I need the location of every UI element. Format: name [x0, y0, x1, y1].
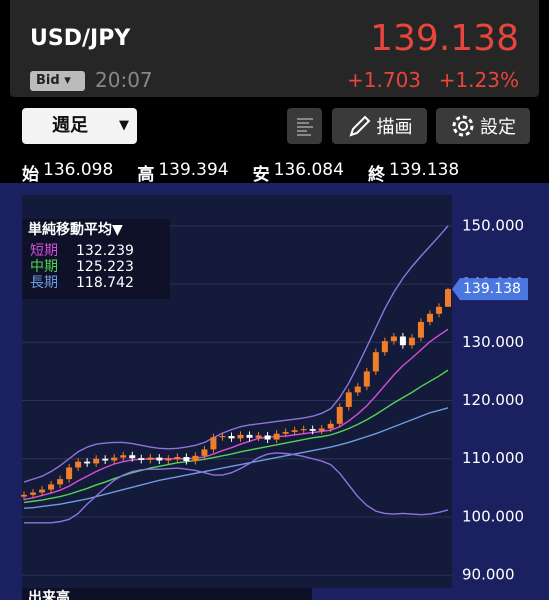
candle-body	[264, 435, 271, 440]
candle-body	[435, 306, 442, 314]
candle-body	[219, 436, 226, 438]
candle-body	[30, 492, 37, 495]
price: 139.138	[370, 18, 519, 59]
y-tick-label: 130.000	[462, 333, 524, 351]
candle-body	[246, 434, 253, 438]
icon	[296, 118, 313, 136]
legend-name: 中期	[30, 259, 58, 275]
change-percent: +1.23%	[438, 68, 519, 92]
candle-body	[390, 336, 397, 342]
pair: USD/JPY	[30, 26, 131, 51]
candle-body	[66, 467, 73, 480]
candle-body	[381, 341, 388, 353]
candle-body	[237, 434, 244, 439]
ohlc-label: 終	[367, 165, 385, 185]
indicator-line	[24, 452, 449, 524]
legend-value: 125.223	[76, 259, 134, 275]
indicator-line	[23, 369, 449, 504]
period-select[interactable]: 週足 ▼	[22, 108, 137, 144]
candle-body	[48, 484, 55, 490]
legend-name: 長期	[30, 275, 58, 291]
candle-body	[445, 289, 451, 307]
candle-body	[327, 423, 334, 429]
ohlc-label: 安	[252, 165, 270, 185]
candle-body	[300, 429, 307, 431]
candle-body	[426, 313, 433, 322]
y-tick-label: 150.000	[462, 216, 524, 234]
ohlc-row: 始 136.098 高 139.394 安 136.084 終 139.138	[22, 160, 483, 185]
period: 週足	[52, 115, 88, 136]
candle-body	[183, 457, 190, 462]
candle-body	[291, 430, 298, 432]
indicator-button[interactable]	[287, 108, 322, 144]
candle-body	[192, 455, 199, 462]
candle-body	[282, 431, 289, 434]
chart: 出来高 150.000140.000130.000120.000110.0001…	[0, 183, 549, 600]
candle-body	[408, 337, 415, 346]
change: +1.703	[347, 68, 422, 92]
candle-body	[399, 336, 406, 346]
candle-body	[84, 461, 91, 464]
candle-body	[363, 371, 370, 387]
candle-body	[372, 352, 379, 372]
candle-body	[75, 461, 82, 468]
candle-body	[57, 479, 64, 485]
settings-label: 設定	[480, 117, 516, 138]
draw-button[interactable]: 描画	[332, 108, 427, 144]
candle-body	[210, 437, 217, 450]
candle-body	[201, 449, 208, 456]
candle-body	[345, 392, 352, 407]
candle-body	[318, 428, 325, 431]
quote-card	[10, 0, 539, 97]
legend-name: 短期	[30, 243, 58, 259]
candle-body	[120, 455, 127, 458]
indicator-line	[23, 328, 449, 501]
volume-label: 出来高	[28, 589, 70, 600]
price-tag-label: 139.138	[463, 281, 521, 297]
candle-body	[111, 457, 118, 461]
ohlc-label: 高	[137, 165, 155, 185]
draw-label: 描画	[376, 117, 413, 138]
candle-body	[39, 489, 46, 493]
candle-body	[147, 457, 154, 460]
legend-value: 118.742	[76, 275, 134, 291]
ohlc-value: 139.394	[158, 160, 229, 180]
candle-body	[336, 406, 343, 424]
y-tick-label: 110.000	[462, 449, 524, 467]
ohlc-label: 始	[22, 165, 39, 185]
volume-header	[22, 588, 312, 600]
candle-body	[417, 321, 424, 338]
candle-body	[228, 436, 235, 439]
y-tick-label: 100.000	[462, 507, 524, 525]
indicator-line	[23, 225, 449, 483]
settings-button[interactable]: 設定	[436, 108, 530, 144]
candle-body	[309, 429, 316, 431]
price-type-select[interactable]: Bid ▾	[30, 71, 85, 91]
price-type: Bid	[36, 73, 60, 88]
icon	[348, 115, 370, 137]
candle-body	[102, 458, 109, 461]
candle-body	[93, 458, 100, 464]
legend-box	[22, 219, 170, 299]
time: 20:07	[95, 68, 153, 92]
candle-body	[255, 435, 262, 438]
candle-body	[21, 494, 27, 497]
candle-body	[129, 455, 136, 459]
candle-body	[138, 458, 145, 460]
ohlc-value: 139.138	[388, 160, 460, 180]
ohlc-value: 136.098	[43, 160, 114, 180]
y-tick-label: 90.000	[462, 566, 515, 584]
legend-value: 132.239	[76, 243, 134, 259]
ohlc-value: 136.084	[273, 160, 344, 180]
candle-body	[165, 458, 172, 461]
icon	[452, 115, 474, 137]
legend-title: 単純移動平均▼	[28, 221, 123, 238]
candle-body	[156, 457, 163, 461]
candle-body	[273, 433, 280, 440]
y-tick-label: 120.000	[462, 391, 524, 409]
candle-body	[174, 457, 181, 459]
price-tag	[452, 278, 528, 301]
candle-body	[354, 386, 361, 393]
